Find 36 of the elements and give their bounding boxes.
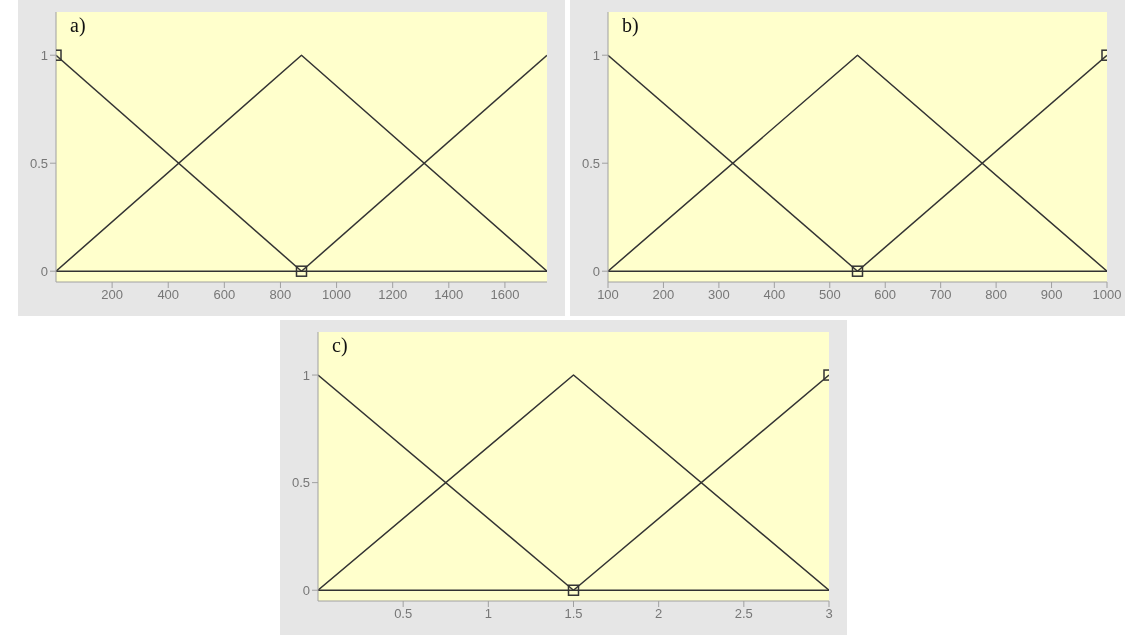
x-tick-label: 800 — [269, 287, 292, 303]
x-tick-label: 2 — [655, 606, 663, 622]
y-tick-label: 0.5 — [291, 475, 310, 491]
x-tick-label: 700 — [929, 287, 952, 303]
x-tick-label: 200 — [652, 287, 675, 303]
x-tick-label: 800 — [985, 287, 1007, 303]
x-tick-label: 3 — [825, 606, 833, 622]
y-tick-label: 0 — [40, 263, 48, 279]
y-tick-label: 0 — [592, 263, 600, 279]
x-tick-label: 500 — [818, 287, 841, 303]
x-tick-label: 0.5 — [394, 606, 413, 622]
y-tick-label: 1 — [40, 47, 48, 63]
x-tick-label: 1200 — [378, 287, 408, 303]
x-tick-label: 900 — [1040, 287, 1063, 303]
chart-title: b) — [622, 14, 639, 37]
x-tick-label: 600 — [213, 287, 236, 303]
x-tick-label: 400 — [157, 287, 180, 303]
x-tick-label: 1600 — [490, 287, 520, 303]
y-tick-label: 0 — [302, 582, 310, 598]
y-tick-label: 1 — [592, 47, 600, 63]
x-tick-label: 300 — [708, 287, 730, 303]
x-tick-label: 600 — [874, 287, 897, 303]
x-tick-label: 2.5 — [734, 606, 753, 622]
x-tick-label: 400 — [763, 287, 786, 303]
x-tick-label: 200 — [101, 287, 123, 303]
x-tick-label: 1000 — [1092, 287, 1122, 303]
chart-title: a) — [70, 14, 86, 37]
y-tick-label: 0.5 — [29, 155, 48, 171]
x-tick-label: 1.5 — [564, 606, 583, 622]
x-tick-label: 1000 — [322, 287, 352, 303]
x-tick-label: 1 — [484, 606, 492, 622]
x-tick-label: 100 — [597, 287, 619, 303]
chart-title: c) — [332, 334, 348, 357]
y-tick-label: 1 — [302, 367, 310, 383]
x-tick-label: 1400 — [434, 287, 464, 303]
y-tick-label: 0.5 — [581, 155, 600, 171]
